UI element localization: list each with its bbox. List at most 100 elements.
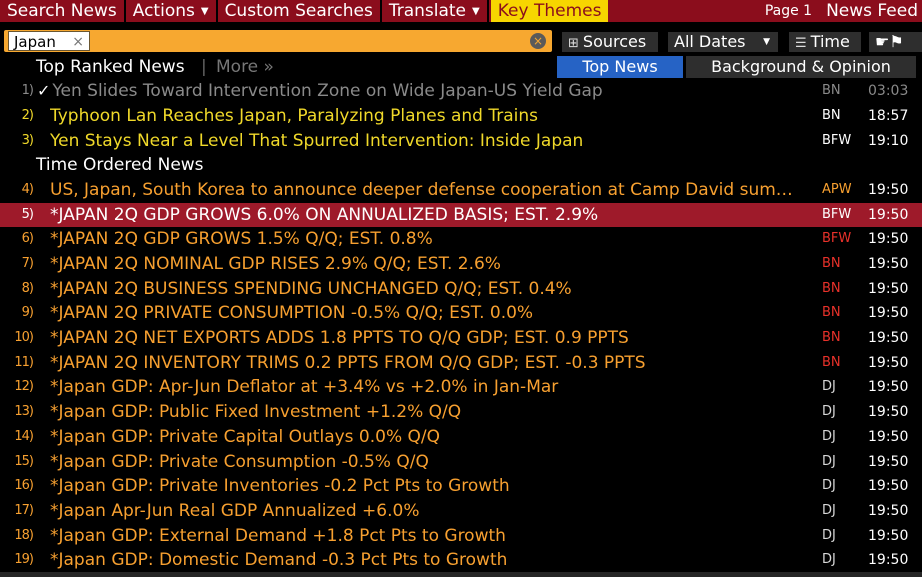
- headline[interactable]: ✓ Yen Slides Toward Intervention Zone on …: [37, 79, 797, 103]
- row-number: 1): [21, 83, 34, 98]
- source-label: BN: [822, 108, 841, 123]
- headline[interactable]: *JAPAN 2Q INVENTORY TRIMS 0.2 PPTS FROM …: [50, 353, 646, 373]
- timestamp: 19:50: [868, 305, 909, 321]
- news-row-14[interactable]: 14) *Japan GDP: Private Capital Outlays …: [0, 425, 922, 449]
- news-row-9[interactable]: 9) *JAPAN 2Q PRIVATE CONSUMPTION -0.5% Q…: [0, 301, 922, 325]
- row-number: 4): [21, 182, 34, 197]
- sources-button[interactable]: ⊞ Sources: [562, 32, 658, 52]
- hand-flag-button[interactable]: ☛⚑: [869, 32, 922, 52]
- news-feed-label[interactable]: News Feed: [826, 1, 918, 21]
- row-number: 8): [21, 281, 34, 296]
- row-number: 2): [21, 108, 34, 123]
- key-themes-label: Key Themes: [497, 1, 602, 21]
- source-label: BFW: [822, 207, 852, 222]
- news-row-17[interactable]: 17) *Japan Apr-Jun Real GDP Annualized +…: [0, 499, 922, 523]
- timestamp: 19:50: [868, 256, 909, 272]
- headline[interactable]: Yen Stays Near a Level That Spurred Inte…: [50, 131, 584, 151]
- source-label: BN: [822, 355, 841, 370]
- news-row-1[interactable]: 1) ✓ Yen Slides Toward Intervention Zone …: [0, 79, 922, 103]
- row-number: 13): [14, 404, 34, 419]
- timestamp: 18:57: [868, 108, 909, 124]
- news-row-3[interactable]: 3) Yen Stays Near a Level That Spurred I…: [0, 129, 922, 153]
- top-ranked-news-label: Top Ranked News: [36, 57, 185, 77]
- row-number: 11): [14, 355, 34, 370]
- headline[interactable]: *JAPAN 2Q BUSINESS SPENDING UNCHANGED Q/…: [50, 279, 572, 299]
- headline[interactable]: *Japan GDP: Apr-Jun Deflator at +3.4% vs…: [50, 377, 559, 397]
- headline[interactable]: *JAPAN 2Q NOMINAL GDP RISES 2.9% Q/Q; ES…: [50, 254, 501, 274]
- headline[interactable]: *Japan GDP: External Demand +1.8 Pct Pts…: [50, 526, 506, 546]
- row-number: 17): [14, 503, 34, 518]
- custom-searches-menu[interactable]: Custom Searches: [218, 0, 382, 22]
- news-row-16[interactable]: 16) *Japan GDP: Private Inventories -0.2…: [0, 474, 922, 498]
- headline[interactable]: Typhoon Lan Reaches Japan, Paralyzing Pl…: [50, 106, 539, 126]
- actions-menu[interactable]: Actions ▼: [126, 0, 218, 22]
- chevron-down-icon: ▼: [763, 37, 770, 47]
- source-label: BN: [822, 305, 841, 320]
- tab-background-opinion[interactable]: Background & Opinion: [686, 56, 916, 78]
- headline[interactable]: *JAPAN 2Q GDP GROWS 1.5% Q/Q; EST. 0.8%: [50, 229, 433, 249]
- news-row-6[interactable]: 6) *JAPAN 2Q GDP GROWS 1.5% Q/Q; EST. 0.…: [0, 227, 922, 251]
- source-label: BN: [822, 256, 841, 271]
- tab-top-news[interactable]: Top News: [557, 56, 683, 78]
- headline[interactable]: *Japan GDP: Domestic Demand -0.3 Pct Pts…: [50, 550, 508, 570]
- row-number: 7): [21, 256, 34, 271]
- headline[interactable]: *Japan GDP: Private Capital Outlays 0.0%…: [50, 427, 441, 447]
- source-label: DJ: [822, 552, 836, 567]
- key-themes-menu[interactable]: Key Themes: [490, 0, 609, 22]
- row-number: 15): [14, 454, 34, 469]
- headline[interactable]: US, Japan, South Korea to announce deepe…: [50, 180, 802, 200]
- headline[interactable]: *JAPAN 2Q PRIVATE CONSUMPTION -0.5% Q/Q;…: [50, 303, 534, 323]
- timestamp: 19:50: [868, 404, 909, 420]
- search-news-menu[interactable]: Search News: [0, 0, 126, 22]
- news-row-15[interactable]: 15) *Japan GDP: Private Consumption -0.5…: [0, 450, 922, 474]
- page-indicator: Page 1: [764, 3, 813, 19]
- time-sort-button[interactable]: ☰ Time: [789, 32, 861, 52]
- timestamp: 19:50: [868, 207, 909, 223]
- horizontal-scrollbar[interactable]: [0, 572, 922, 577]
- row-number: 14): [14, 429, 34, 444]
- news-row-2[interactable]: 2) Typhoon Lan Reaches Japan, Paralyzing…: [0, 104, 922, 128]
- row-number: 3): [21, 133, 34, 148]
- news-row-19[interactable]: 19) *Japan GDP: Domestic Demand -0.3 Pct…: [0, 548, 922, 572]
- timestamp: 19:50: [868, 182, 909, 198]
- headline[interactable]: *Japan GDP: Public Fixed Investment +1.2…: [50, 402, 462, 422]
- news-row-12[interactable]: 12) *Japan GDP: Apr-Jun Deflator at +3.4…: [0, 375, 922, 399]
- news-row-13[interactable]: 13) *Japan GDP: Public Fixed Investment …: [0, 400, 922, 424]
- all-dates-dropdown[interactable]: All Dates ▼: [668, 32, 778, 52]
- headline[interactable]: *Japan GDP: Private Inventories -0.2 Pct…: [50, 476, 510, 496]
- checkmark-icon: ✓: [37, 81, 51, 100]
- source-label: BN: [822, 281, 841, 296]
- timestamp: 19:50: [868, 552, 909, 568]
- chip-close-icon[interactable]: ×: [72, 34, 84, 50]
- news-row-10[interactable]: 10) *JAPAN 2Q NET EXPORTS ADDS 1.8 PPTS …: [0, 326, 922, 350]
- source-label: DJ: [822, 454, 836, 469]
- source-label: DJ: [822, 478, 836, 493]
- headline[interactable]: *Japan GDP: Private Consumption -0.5% Q/…: [50, 452, 429, 472]
- search-chip-japan[interactable]: Japan ×: [8, 31, 90, 51]
- news-row-18[interactable]: 18) *Japan GDP: External Demand +1.8 Pct…: [0, 524, 922, 548]
- news-row-8[interactable]: 8) *JAPAN 2Q BUSINESS SPENDING UNCHANGED…: [0, 277, 922, 301]
- headline[interactable]: *Japan Apr-Jun Real GDP Annualized +6.0%: [50, 501, 420, 521]
- news-row-11[interactable]: 11) *JAPAN 2Q INVENTORY TRIMS 0.2 PPTS F…: [0, 351, 922, 375]
- headline[interactable]: *JAPAN 2Q NET EXPORTS ADDS 1.8 PPTS TO Q…: [50, 328, 629, 348]
- clear-search-icon[interactable]: ×: [530, 33, 546, 49]
- source-label: DJ: [822, 429, 836, 444]
- sources-label: Sources: [582, 32, 647, 51]
- time-sort-label: Time: [810, 32, 850, 51]
- source-label: BN: [822, 83, 841, 98]
- news-row-4[interactable]: 4) US, Japan, South Korea to announce de…: [0, 178, 922, 202]
- search-news-label: Search News: [7, 1, 117, 21]
- timestamp: 19:50: [868, 379, 909, 395]
- search-input[interactable]: Japan × ×: [4, 30, 552, 52]
- timestamp: 19:50: [868, 478, 909, 494]
- time-ordered-news-label: Time Ordered News: [36, 155, 204, 175]
- news-row-5[interactable]: 5) *JAPAN 2Q GDP GROWS 6.0% ON ANNUALIZE…: [0, 203, 922, 227]
- translate-menu[interactable]: Translate ▼: [382, 0, 489, 22]
- row-number: 9): [21, 305, 34, 320]
- more-link[interactable]: More »: [216, 57, 274, 77]
- headline[interactable]: *JAPAN 2Q GDP GROWS 6.0% ON ANNUALIZED B…: [50, 205, 599, 225]
- source-label: APW: [822, 182, 852, 197]
- tab-row: Top Ranked News | More » Top News Backgr…: [0, 56, 922, 78]
- timestamp: 19:50: [868, 355, 909, 371]
- news-row-7[interactable]: 7) *JAPAN 2Q NOMINAL GDP RISES 2.9% Q/Q;…: [0, 252, 922, 276]
